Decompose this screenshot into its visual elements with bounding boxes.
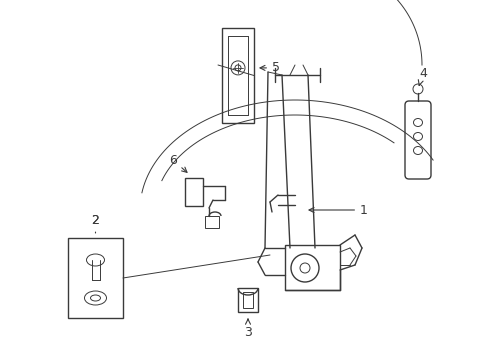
Text: 3: 3 [244, 319, 251, 338]
Bar [285, 245, 339, 290]
Bar [204, 216, 219, 228]
Bar [238, 288, 258, 312]
Text: 5: 5 [260, 62, 280, 75]
Bar [243, 292, 252, 308]
Ellipse shape [86, 254, 104, 266]
Bar [222, 28, 253, 123]
Bar [184, 178, 203, 206]
Text: 4: 4 [417, 67, 426, 85]
Text: 2: 2 [91, 213, 99, 226]
Text: 2: 2 [91, 213, 99, 233]
Bar [68, 238, 123, 318]
Ellipse shape [84, 291, 106, 305]
Text: 1: 1 [308, 203, 367, 216]
Text: 6: 6 [169, 153, 186, 172]
